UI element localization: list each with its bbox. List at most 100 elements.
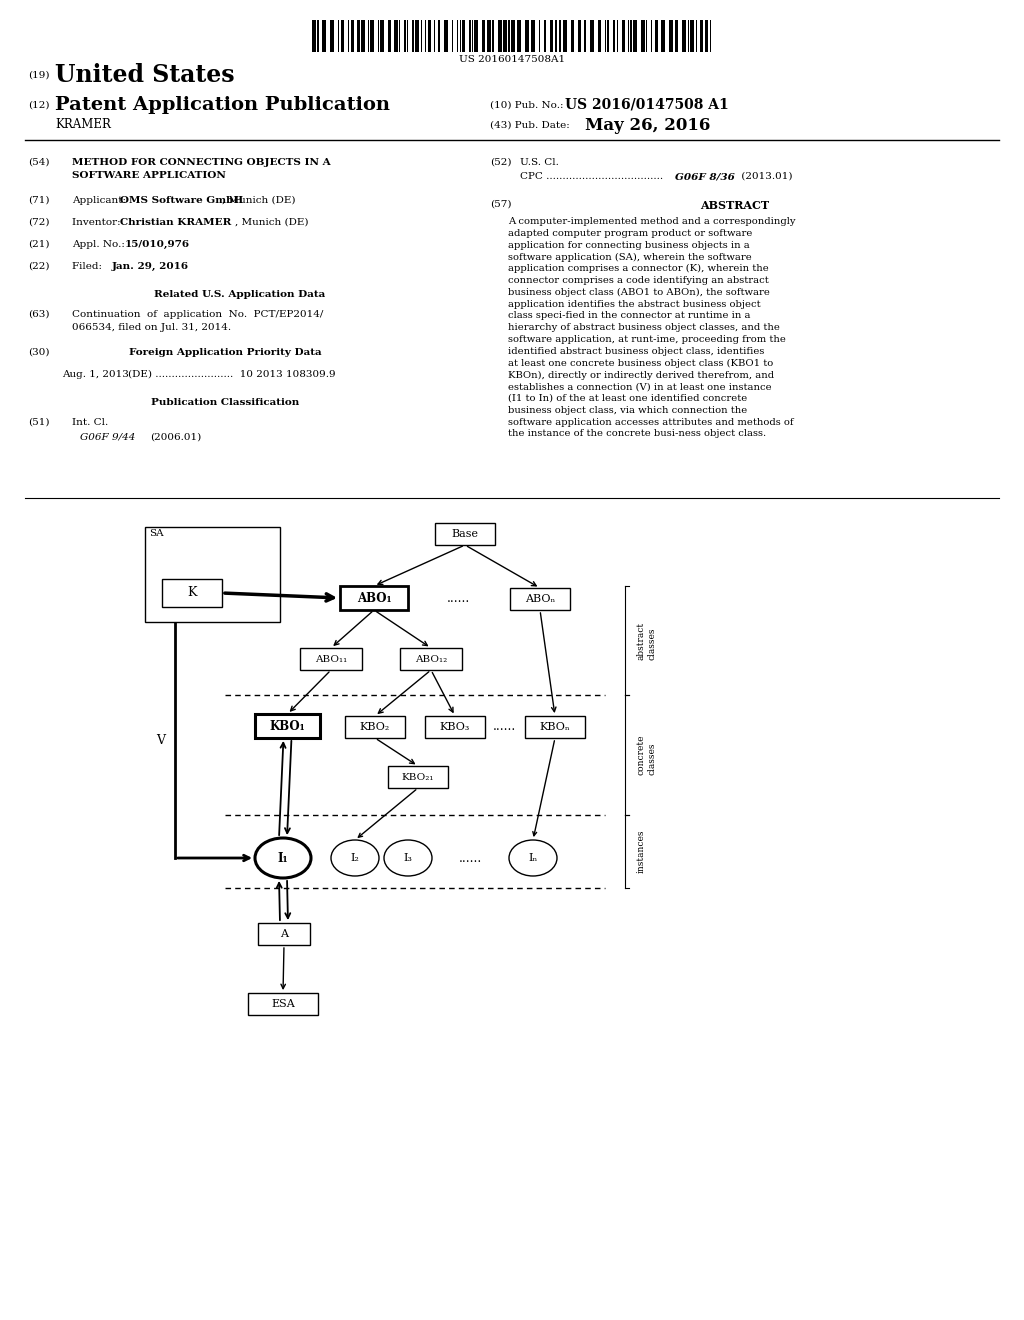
- Text: Patent Application Publication: Patent Application Publication: [55, 96, 390, 114]
- Bar: [351, 20, 354, 51]
- Text: class speci-fied in the connector at runtime in a: class speci-fied in the connector at run…: [508, 312, 751, 321]
- Text: application for connecting business objects in a: application for connecting business obje…: [508, 240, 750, 249]
- Text: Christian KRAMER: Christian KRAMER: [120, 218, 231, 227]
- Text: A computer-implemented method and a correspondingly: A computer-implemented method and a corr…: [508, 216, 796, 226]
- Bar: [503, 20, 507, 51]
- Text: instances: instances: [637, 830, 646, 874]
- Text: (30): (30): [28, 348, 49, 356]
- Bar: [613, 20, 615, 51]
- Bar: [438, 20, 440, 51]
- Text: application identifies the abstract business object: application identifies the abstract busi…: [508, 300, 761, 309]
- Bar: [474, 20, 478, 51]
- Text: (2006.01): (2006.01): [150, 433, 202, 442]
- Text: CPC ....................................: CPC ....................................: [520, 172, 664, 181]
- Text: ......: ......: [459, 851, 482, 865]
- Text: Appl. No.:: Appl. No.:: [72, 240, 131, 249]
- Text: the instance of the concrete busi-ness object class.: the instance of the concrete busi-ness o…: [508, 429, 766, 438]
- Bar: [550, 20, 553, 51]
- Bar: [630, 20, 632, 51]
- Bar: [571, 20, 574, 51]
- Bar: [322, 20, 326, 51]
- Text: , Munich (DE): , Munich (DE): [234, 218, 308, 227]
- Bar: [487, 20, 490, 51]
- Bar: [258, 923, 310, 945]
- Text: (71): (71): [28, 195, 49, 205]
- Text: identified abstract business object class, identifies: identified abstract business object clas…: [508, 347, 764, 356]
- Text: U.S. Cl.: U.S. Cl.: [520, 158, 559, 168]
- Bar: [633, 20, 637, 51]
- Text: (19): (19): [28, 70, 49, 79]
- Text: ......: ......: [447, 591, 471, 605]
- Bar: [669, 20, 673, 51]
- Text: V: V: [157, 734, 166, 747]
- Text: business object class, via which connection the: business object class, via which connect…: [508, 405, 748, 414]
- Bar: [388, 766, 449, 788]
- Text: METHOD FOR CONNECTING OBJECTS IN A: METHOD FOR CONNECTING OBJECTS IN A: [72, 158, 331, 168]
- Text: (51): (51): [28, 418, 49, 426]
- Bar: [370, 20, 374, 51]
- Text: (22): (22): [28, 261, 49, 271]
- Bar: [578, 20, 581, 51]
- Ellipse shape: [509, 840, 557, 876]
- Text: G06F 9/44: G06F 9/44: [80, 433, 135, 442]
- Bar: [345, 715, 406, 738]
- Text: ABSTRACT: ABSTRACT: [700, 201, 770, 211]
- Bar: [300, 648, 362, 671]
- Bar: [428, 20, 431, 51]
- Bar: [700, 20, 703, 51]
- Bar: [394, 20, 398, 51]
- Text: G06F 8/36: G06F 8/36: [675, 172, 735, 181]
- Text: US 20160147508A1: US 20160147508A1: [459, 55, 565, 65]
- Bar: [525, 20, 529, 51]
- Text: , Munich (DE): , Munich (DE): [222, 195, 296, 205]
- Ellipse shape: [255, 838, 311, 878]
- Text: Int. Cl.: Int. Cl.: [72, 418, 109, 426]
- Bar: [444, 20, 449, 51]
- Text: Continuation  of  application  No.  PCT/EP2014/: Continuation of application No. PCT/EP20…: [72, 310, 324, 319]
- Text: software application accesses attributes and methods of: software application accesses attributes…: [508, 417, 794, 426]
- Text: (21): (21): [28, 240, 49, 249]
- Text: 066534, filed on Jul. 31, 2014.: 066534, filed on Jul. 31, 2014.: [72, 323, 231, 333]
- Text: Publication Classification: Publication Classification: [151, 399, 299, 407]
- Text: (10) Pub. No.:: (10) Pub. No.:: [490, 100, 563, 110]
- Text: at least one concrete business object class (KBO1 to: at least one concrete business object cl…: [508, 359, 773, 368]
- Text: (52): (52): [490, 158, 512, 168]
- Bar: [255, 714, 319, 738]
- Text: establishes a connection (V) in at least one instance: establishes a connection (V) in at least…: [508, 383, 772, 391]
- Bar: [425, 715, 485, 738]
- Bar: [525, 715, 585, 738]
- Bar: [510, 587, 570, 610]
- Text: ABO₁₁: ABO₁₁: [314, 655, 347, 664]
- Bar: [682, 20, 686, 51]
- Text: ABO₁: ABO₁: [356, 591, 391, 605]
- Text: 15/010,976: 15/010,976: [125, 240, 190, 249]
- Bar: [492, 20, 494, 51]
- Text: business object class (ABO1 to ABOn), the software: business object class (ABO1 to ABOn), th…: [508, 288, 770, 297]
- Text: US 2016/0147508 A1: US 2016/0147508 A1: [565, 98, 729, 112]
- Text: adapted computer program product or software: adapted computer program product or soft…: [508, 228, 753, 238]
- Bar: [555, 20, 557, 51]
- Text: hierarchy of abstract business object classes, and the: hierarchy of abstract business object cl…: [508, 323, 780, 333]
- Text: ABOₙ: ABOₙ: [525, 594, 555, 605]
- Bar: [584, 20, 586, 51]
- Text: I₃: I₃: [403, 853, 413, 863]
- Bar: [675, 20, 678, 51]
- Bar: [559, 20, 561, 51]
- Bar: [517, 20, 521, 51]
- Bar: [462, 20, 465, 51]
- Text: software application, at runt-ime, proceeding from the: software application, at runt-ime, proce…: [508, 335, 785, 345]
- Bar: [330, 20, 334, 51]
- Bar: [590, 20, 594, 51]
- Bar: [655, 20, 658, 51]
- Bar: [563, 20, 567, 51]
- Text: Filed:: Filed:: [72, 261, 122, 271]
- Text: (DE) ........................  10 2013 108309.9: (DE) ........................ 10 2013 10…: [128, 370, 336, 379]
- Bar: [415, 20, 419, 51]
- Text: KBO₁: KBO₁: [269, 719, 305, 733]
- Text: Applicant:: Applicant:: [72, 195, 129, 205]
- Text: (43) Pub. Date:: (43) Pub. Date:: [490, 120, 569, 129]
- Text: K: K: [187, 586, 197, 599]
- Text: (63): (63): [28, 310, 49, 319]
- Bar: [531, 20, 535, 51]
- Text: connector comprises a code identifying an abstract: connector comprises a code identifying a…: [508, 276, 769, 285]
